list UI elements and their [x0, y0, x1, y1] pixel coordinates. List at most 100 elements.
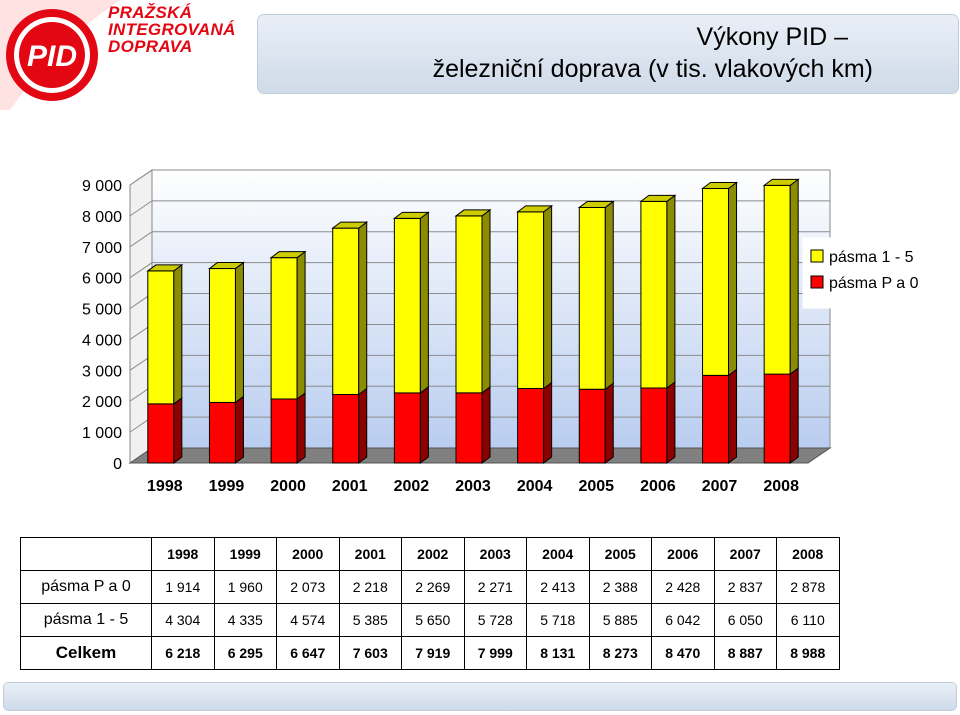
table-cell: 8 470	[651, 636, 715, 670]
bar-segment-side	[789, 178, 799, 376]
bar-segment	[455, 215, 483, 394]
table-row: pásma P a 0 1 914 1 960 2 073 2 218 2 26…	[20, 570, 840, 604]
x-tick-label: 2006	[640, 478, 676, 495]
table-cell: 2 428	[651, 570, 715, 604]
table-header-year: 2006	[651, 537, 715, 571]
table-header-year: 2000	[276, 537, 340, 571]
table-header-year: 2004	[526, 537, 590, 571]
bar-segment-side	[234, 261, 244, 404]
table-header-row: 1998 1999 2000 2001 2002 2003 2004 2005 …	[20, 537, 840, 571]
y-tick-label: 1 000	[82, 425, 122, 442]
bar-segment-top	[331, 221, 369, 229]
bar-segment-side	[296, 250, 306, 400]
logo-mark: PID	[27, 40, 77, 73]
bar-segment-side	[296, 391, 306, 464]
y-tick-label: 0	[113, 456, 122, 473]
table-cell: 2 837	[713, 570, 777, 604]
bar-segment-top	[762, 178, 800, 186]
bar-segment-side	[543, 381, 553, 464]
table-cell: 5 718	[526, 603, 590, 637]
bar-segment	[640, 200, 668, 389]
table-header-year: 2007	[713, 537, 777, 571]
row-label: pásma 1 - 5	[20, 603, 152, 637]
bar-segment-side	[604, 200, 614, 391]
page-title-line-2: železniční doprava (v tis. vlakových km)	[432, 55, 873, 83]
data-table: 1998 1999 2000 2001 2002 2003 2004 2005 …	[20, 537, 840, 670]
bar-segment-side	[543, 204, 553, 390]
bar-segment	[332, 393, 360, 464]
table-header-year: 2001	[338, 537, 402, 571]
bar-segment-top	[516, 205, 554, 213]
y-tick-label: 2 000	[82, 394, 122, 411]
brand-line-2: INTEGROVANÁ	[108, 20, 236, 39]
table-cell: 8 887	[713, 636, 777, 670]
gridline	[129, 169, 830, 186]
bar-segment-top	[701, 181, 739, 189]
bar-segment-side	[728, 368, 738, 464]
table-cell: 2 413	[526, 570, 590, 604]
y-tick-label: 4 000	[82, 332, 122, 349]
bar-segment	[763, 184, 791, 375]
x-tick-label: 2004	[517, 478, 553, 495]
table-cell: 7 603	[338, 636, 402, 670]
table-cell: 7 919	[401, 636, 465, 670]
table-cell: 5 385	[338, 603, 402, 637]
bar-segment	[393, 217, 421, 394]
table-header-year: 1998	[151, 537, 215, 571]
bar-segment-side	[358, 221, 368, 396]
table-cell: 7 999	[463, 636, 527, 670]
table-total-row: Celkem 6 218 6 295 6 647 7 603 7 919 7 9…	[20, 636, 840, 670]
x-tick-label: 2000	[270, 478, 306, 495]
table-cell: 2 388	[588, 570, 652, 604]
footer-bar	[4, 683, 956, 710]
bar-segment	[270, 398, 298, 464]
table-cell: 2 073	[276, 570, 340, 604]
bar-segment	[640, 387, 668, 464]
bar-segment	[393, 392, 421, 464]
table-cell: 4 335	[213, 603, 277, 637]
bar-segment	[455, 392, 483, 464]
brand-line-3: DOPRAVA	[108, 37, 193, 56]
bar-segment-top	[269, 251, 307, 259]
table-corner-cell	[20, 537, 152, 571]
bar-segment-top	[639, 194, 677, 202]
bar-segment	[578, 206, 606, 390]
table-cell: 2 271	[463, 570, 527, 604]
x-tick-label: 2007	[702, 478, 738, 495]
bar-segment	[578, 388, 606, 464]
bar-segment-side	[666, 194, 676, 390]
y-tick-label: 6 000	[82, 271, 122, 288]
bar-segment-top	[392, 211, 430, 219]
x-tick-label: 1998	[147, 478, 183, 495]
table-header-year: 2008	[776, 537, 840, 571]
x-tick-label: 2005	[578, 478, 614, 495]
bar-segment	[702, 374, 730, 464]
bar-segment	[147, 270, 175, 405]
title-panel: Výkony PID – železniční doprava (v tis. …	[258, 15, 958, 93]
table-cell: 6 218	[151, 636, 215, 670]
bar-segment-side	[419, 211, 429, 394]
stacked-bar-chart: 0 1 000 2 000 3 000 4 000 5 000 6 000 7 000 8 00…	[82, 169, 944, 495]
bar-segment	[763, 373, 791, 464]
table-cell: 2 878	[776, 570, 840, 604]
bar-segment	[517, 211, 545, 389]
x-tick-label: 2001	[332, 478, 368, 495]
bar-segment	[208, 268, 236, 403]
bar-segment-top	[454, 209, 492, 217]
bar-segment	[270, 257, 298, 400]
table-cell: 6 042	[651, 603, 715, 637]
brand-name: PRAŽSKÁ INTEGROVANÁ DOPRAVA	[108, 4, 248, 55]
bar-segment-side	[358, 387, 368, 464]
y-tick-label: 7 000	[82, 240, 122, 257]
table-cell: 6 110	[776, 603, 840, 637]
table-cell: 6 050	[713, 603, 777, 637]
y-tick-label: 8 000	[82, 209, 122, 226]
page-title-line-1: Výkony PID –	[696, 23, 848, 51]
bar-segment-side	[481, 385, 491, 464]
table-cell: 8 131	[526, 636, 590, 670]
table-cell: 4 304	[151, 603, 215, 637]
table-cell: 6 647	[276, 636, 340, 670]
legend-swatch	[810, 275, 824, 289]
table-cell: 8 273	[588, 636, 652, 670]
table-cell: 5 728	[463, 603, 527, 637]
